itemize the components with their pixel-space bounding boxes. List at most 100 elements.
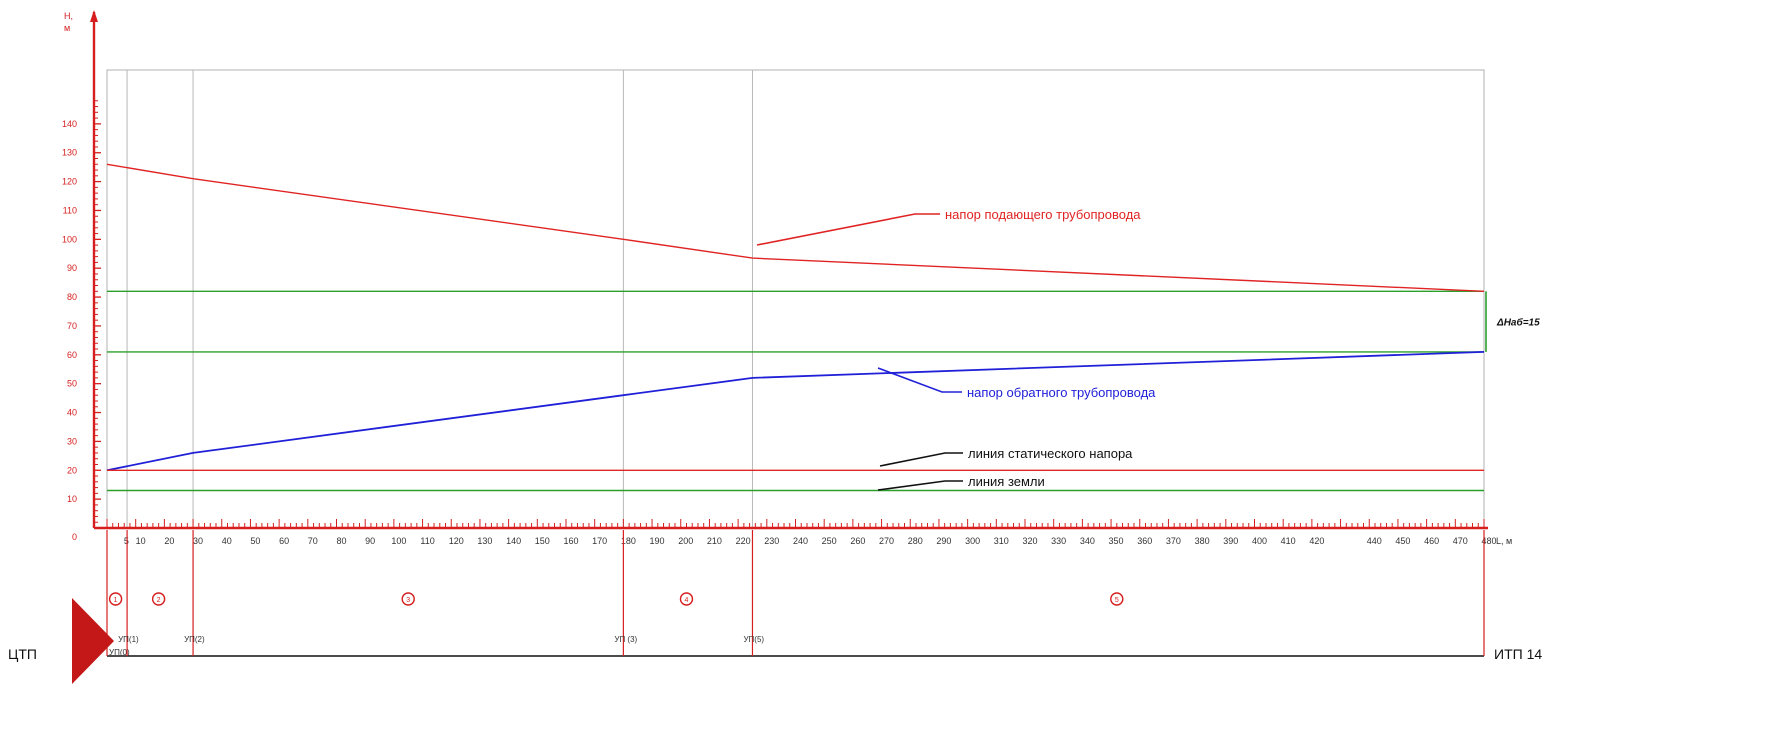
section-number-4: 4: [685, 597, 689, 604]
x-tick-label-210: 210: [707, 536, 722, 546]
consumer-label: ИТП 14: [1494, 646, 1542, 662]
annotation-leader-1: [877, 367, 962, 393]
x-tick-label-60: 60: [279, 536, 289, 546]
x-tick-label-120: 120: [449, 536, 464, 546]
x-tick-label-90: 90: [365, 536, 375, 546]
series-1-line: [106, 351, 1485, 472]
x-tick-label-80: 80: [336, 536, 346, 546]
y-tick-label-120: 120: [62, 177, 77, 187]
plot-frame: [106, 69, 1485, 529]
x-tick-label-450: 450: [1395, 536, 1410, 546]
annotation-leader-2: [879, 452, 963, 467]
x-tick-label-310: 310: [994, 536, 1009, 546]
pipeline-scheme: УП(0) УП(1) УП(2) УП (3) УП(5) 1 2 3 4 5 ЦТП ИТП 14: [8, 530, 1542, 684]
node-label-3: УП (3): [614, 635, 637, 644]
x-tick-label-50: 50: [250, 536, 260, 546]
x-tick-label-70: 70: [308, 536, 318, 546]
y-tick-label-80: 80: [67, 292, 77, 302]
y-tick-label-0: 0: [72, 532, 77, 542]
x-tick-label-20: 20: [164, 536, 174, 546]
x-tick-label-300: 300: [965, 536, 980, 546]
x-tick-label-250: 250: [822, 536, 837, 546]
x-tick-label-290: 290: [936, 536, 951, 546]
source-label: ЦТП: [8, 646, 37, 662]
annotation-leader-3: [877, 480, 963, 491]
section-number-1: 1: [114, 597, 118, 604]
y-tick-label-130: 130: [62, 148, 77, 158]
x-tick-label-110: 110: [420, 536, 434, 546]
y-tick-label-60: 60: [67, 350, 77, 360]
x-tick-label-330: 330: [1051, 536, 1066, 546]
x-tick-label-440: 440: [1367, 536, 1382, 546]
section-marker-2: [151, 592, 166, 606]
x-tick-label-5: 5: [124, 536, 129, 546]
node-label-0: УП(0): [109, 648, 130, 657]
x-tick-label-160: 160: [563, 536, 578, 546]
x-tick-label-380: 380: [1195, 536, 1210, 546]
x-tick-label-220: 220: [736, 536, 751, 546]
x-tick-label-360: 360: [1137, 536, 1152, 546]
y-tick-label-10: 10: [67, 494, 77, 504]
x-tick-label-340: 340: [1080, 536, 1095, 546]
y-tick-label-50: 50: [67, 379, 77, 389]
x-tick-label-200: 200: [678, 536, 693, 546]
section-number-3: 3: [406, 597, 410, 604]
x-tick-label-370: 370: [1166, 536, 1181, 546]
x-tick-label-460: 460: [1424, 536, 1439, 546]
x-tick-label-480: 480: [1481, 536, 1496, 546]
x-tick-label-320: 320: [1022, 536, 1037, 546]
x-tick-label-150: 150: [535, 536, 550, 546]
section-number-2: 2: [157, 597, 161, 604]
section-marker-3: [401, 592, 415, 606]
grid: [106, 69, 1485, 529]
x-tick-label-350: 350: [1109, 536, 1124, 546]
x-tick-label-280: 280: [908, 536, 923, 546]
x-tick-label-170: 170: [592, 536, 607, 546]
annotations: ΔНаб=15 напор подающего трубопровода напор…: [756, 207, 1540, 491]
y-axis-label: Н,: [64, 11, 73, 21]
section-marker-4: [679, 592, 694, 606]
source-triangle: [72, 598, 114, 684]
section-marker-1: [108, 592, 123, 606]
y-axis-arrow: [90, 10, 98, 22]
annotation-label-0: напор подающего трубопровода: [945, 207, 1141, 222]
x-tick-label-140: 140: [506, 536, 521, 546]
x-tick-label-130: 130: [477, 536, 492, 546]
y-tick-label-140: 140: [62, 119, 77, 129]
section-number-5: 5: [1115, 597, 1119, 604]
section-marker-5: [1110, 592, 1124, 606]
series-0-line: [106, 163, 1485, 292]
x-tick-label-270: 270: [879, 536, 894, 546]
x-tick-label-400: 400: [1252, 536, 1267, 546]
y-tick-label-30: 30: [67, 436, 77, 446]
y-tick-label-40: 40: [67, 408, 77, 418]
x-tick-label-260: 260: [850, 536, 865, 546]
node-label-4: УП(5): [743, 635, 764, 644]
y-tick-label-110: 110: [63, 205, 77, 215]
x-tick-label-390: 390: [1223, 536, 1238, 546]
y-tick-label-20: 20: [67, 465, 77, 475]
node-label-2: УП(2): [184, 635, 205, 644]
annotation-leader-0: [756, 213, 940, 246]
x-tick-label-30: 30: [193, 536, 203, 546]
x-tick-label-10: 10: [136, 536, 146, 546]
delta-label: ΔНаб=15: [1496, 317, 1540, 329]
y-tick-label-100: 100: [62, 234, 77, 244]
annotation-label-1: напор обратного трубопровода: [967, 385, 1156, 400]
x-tick-label-40: 40: [222, 536, 232, 546]
y-tick-label-90: 90: [67, 263, 77, 273]
x-tick-label-100: 100: [391, 536, 406, 546]
annotation-label-3: линия земли: [968, 474, 1045, 489]
series-lines: [106, 163, 1485, 492]
x-tick-label-240: 240: [793, 536, 808, 546]
y-tick-label-70: 70: [67, 321, 77, 331]
node-label-1: УП(1): [118, 635, 139, 644]
x-axis-label: L, м: [1496, 536, 1512, 546]
x-tick-label-420: 420: [1309, 536, 1324, 546]
axes: Н, м 0 10 20 30 40 50 60 70 80 90 100 110 120 130 140 5 10…: [62, 10, 1512, 546]
x-tick-label-410: 410: [1281, 536, 1296, 546]
x-tick-label-230: 230: [764, 536, 779, 546]
x-tick-label-470: 470: [1453, 536, 1468, 546]
y-axis-label: м: [64, 23, 70, 33]
